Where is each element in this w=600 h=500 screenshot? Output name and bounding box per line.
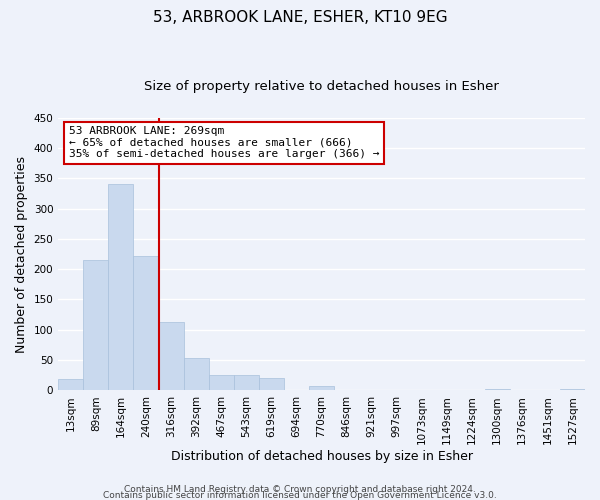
Bar <box>560 388 585 390</box>
Bar <box>309 386 334 390</box>
Text: Contains HM Land Registry data © Crown copyright and database right 2024.: Contains HM Land Registry data © Crown c… <box>124 485 476 494</box>
Bar <box>184 358 209 390</box>
Bar <box>158 322 184 390</box>
Bar <box>109 184 133 390</box>
Bar <box>259 378 284 390</box>
Text: 53 ARBROOK LANE: 269sqm
← 65% of detached houses are smaller (666)
35% of semi-d: 53 ARBROOK LANE: 269sqm ← 65% of detache… <box>69 126 379 159</box>
Y-axis label: Number of detached properties: Number of detached properties <box>15 156 28 352</box>
Title: Size of property relative to detached houses in Esher: Size of property relative to detached ho… <box>144 80 499 93</box>
Bar <box>133 256 158 390</box>
X-axis label: Distribution of detached houses by size in Esher: Distribution of detached houses by size … <box>170 450 473 462</box>
Bar <box>83 260 109 390</box>
Bar <box>234 375 259 390</box>
Text: Contains public sector information licensed under the Open Government Licence v3: Contains public sector information licen… <box>103 490 497 500</box>
Bar <box>209 374 234 390</box>
Bar <box>485 388 510 390</box>
Bar <box>58 380 83 390</box>
Text: 53, ARBROOK LANE, ESHER, KT10 9EG: 53, ARBROOK LANE, ESHER, KT10 9EG <box>152 10 448 25</box>
